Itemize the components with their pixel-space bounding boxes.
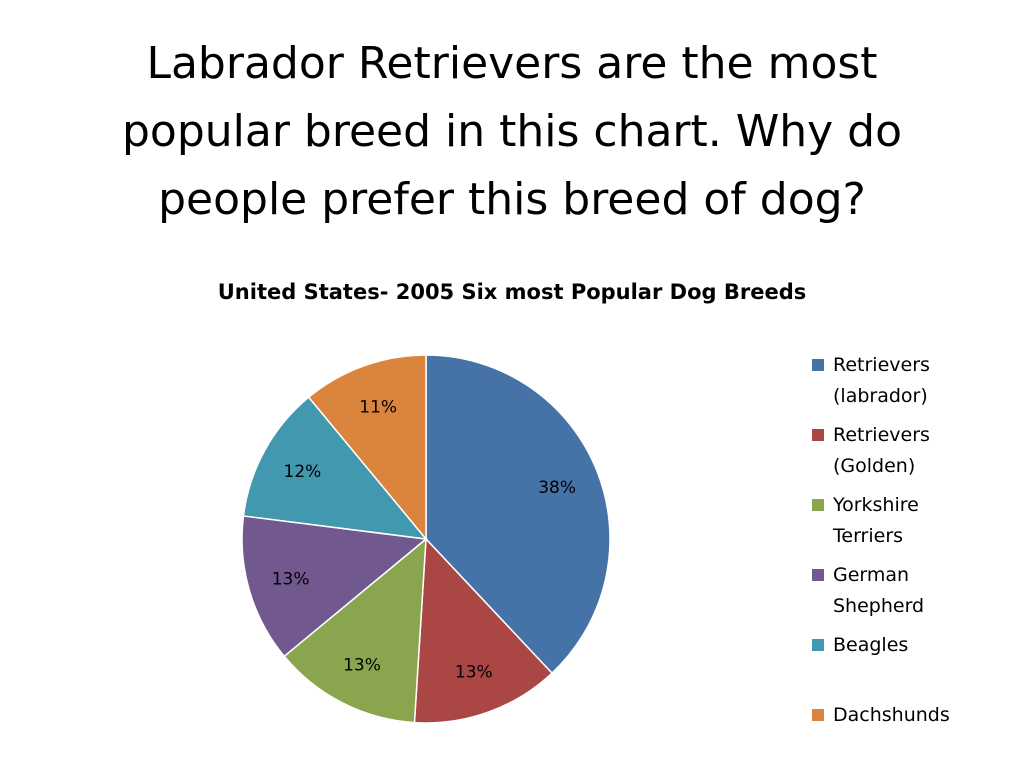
legend-label-line: German [833, 564, 910, 586]
legend-label-line: Dachshunds [833, 704, 950, 726]
pie-slice [242, 396, 428, 540]
legend-label-line: Retrievers [833, 354, 930, 376]
pie-slice [425, 354, 611, 675]
pie-slice [307, 354, 427, 542]
slice-data-label: 12% [284, 462, 322, 482]
slice-data-label: 13% [455, 663, 493, 683]
legend-item: Retrievers (labrador) [812, 350, 1017, 412]
slide-title: Labrador Retrievers are the most popular… [40, 30, 984, 234]
legend-swatch [812, 359, 824, 371]
legend-item: Yorkshire Terriers [812, 490, 1017, 552]
legend-item: Beagles [812, 630, 1017, 661]
legend-label-line: Shepherd [833, 595, 925, 617]
pie-slice [413, 537, 554, 724]
slice-data-label: 38% [538, 478, 576, 498]
legend-label: Retrievers (labrador) [833, 350, 973, 412]
pie-slice [241, 515, 428, 658]
legend-label: Retrievers (Golden) [833, 420, 973, 482]
slice-data-label: 13% [272, 569, 310, 589]
legend-label-line: Terriers [833, 525, 904, 547]
legend-swatch [812, 639, 824, 651]
legend-item: Dachshunds [812, 700, 1017, 731]
legend-label: Dachshunds [833, 700, 973, 731]
legend-label: Yorkshire Terriers [833, 490, 973, 552]
legend-label-line: (Golden) [833, 455, 916, 477]
legend-label: Beagles [833, 630, 973, 661]
legend-item: Retrievers (Golden) [812, 420, 1017, 482]
pie-slice [283, 537, 427, 724]
slice-data-label: 13% [343, 656, 381, 676]
slice-data-label: 11% [359, 397, 397, 417]
legend-label-line: Beagles [833, 634, 909, 656]
legend-swatch [812, 569, 824, 581]
legend-label-line: (labrador) [833, 385, 928, 407]
legend-label-line: Yorkshire [833, 494, 919, 516]
legend-swatch [812, 429, 824, 441]
legend-label: German Shepherd [833, 560, 973, 622]
legend-swatch [812, 499, 824, 511]
chart-title: United States- 2005 Six most Popular Dog… [217, 280, 807, 304]
legend-item: German Shepherd [812, 560, 1017, 622]
slide-title-line: popular breed in this chart. Why do [121, 106, 903, 157]
slide-title-line: people prefer this breed of dog? [158, 174, 866, 225]
slide-title-line: Labrador Retrievers are the most [146, 38, 878, 89]
legend-swatch [812, 709, 824, 721]
legend-label-line: Retrievers [833, 424, 930, 446]
